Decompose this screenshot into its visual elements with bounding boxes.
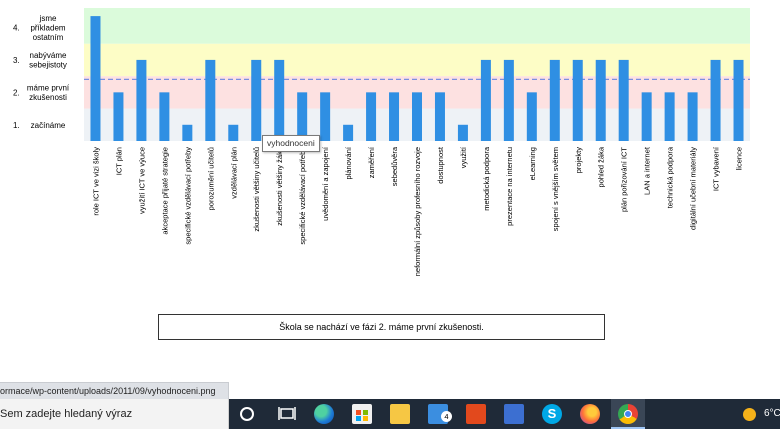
x-tick-label: spojení s vnějším světem [551,147,560,231]
x-tick-label: uvědomění a zapojení [321,146,330,221]
bar [526,92,537,141]
y-level-number: 2. [13,88,20,97]
y-level-number: 1. [13,121,20,130]
x-tick-label: technická podpora [666,146,675,208]
x-category-labels: role ICT ve vizi školy ICT plán využití IC… [91,146,743,276]
x-tick-label: digitální učební materiály [689,147,698,230]
x-tick-label: ICT vybavení [712,146,721,191]
bar [90,16,101,141]
x-tick-label: vzdělávací plán [229,147,238,199]
bar [205,59,216,142]
store-icon[interactable] [352,404,372,424]
phase-summary-box: Škola se nachází ve fázi 2. máme první z… [158,314,605,340]
y-level-number: 3. [13,56,20,65]
y-level-label: začínáme [31,121,66,130]
search-placeholder: Sem zadejte hledaný výraz [0,408,133,420]
x-tick-label: dostupnost [436,146,445,184]
bar [251,59,262,142]
y-level-label: zkušenosti [29,93,67,102]
y-level-label: máme první [27,84,70,93]
x-tick-label: zaměření [367,146,376,178]
weather-sun-icon[interactable] [743,408,756,421]
x-tick-label: využití [459,146,468,168]
bars [90,16,744,142]
firefox-icon[interactable] [580,404,600,424]
chrome-icon[interactable] [618,404,638,424]
level-band-3 [84,43,750,77]
x-tick-label: specifické vzdělávací potřeby [298,147,307,245]
x-tick-label: role ICT ve vizi školy [91,147,100,216]
bar [434,92,445,141]
active-app-indicator [611,427,645,429]
y-level-label: sebejistoty [29,61,67,70]
bar [710,59,721,142]
bar [457,124,468,141]
taskbar-search-input[interactable]: Sem zadejte hledaný výraz [0,399,229,429]
bar [297,92,308,141]
x-tick-label: metodická podpora [482,146,491,211]
y-level-label: ostatním [33,33,64,42]
y-level-label: příkladem [30,23,65,32]
bar [389,92,400,141]
bar [595,59,606,142]
edge-browser-icon[interactable] [314,404,334,424]
bar [664,92,675,141]
x-tick-label: pohled žáka [597,146,606,187]
bar [159,92,170,141]
bar [113,92,124,141]
x-tick-label: prezentace na internetu [505,147,514,226]
x-tick-label: využití ICT ve výuce [137,147,146,214]
level-band-4 [84,8,750,44]
bar [136,59,147,142]
x-tick-label: zkušenosti většiny učitelů [252,147,261,232]
x-tick-label: sebedůvěra [390,146,399,186]
x-tick-label: neformální způsoby profesního rozvoje [413,147,422,276]
bar [687,92,698,141]
y-level-label: nabýváme [30,51,67,60]
x-tick-label: porozumění učitelů [206,147,215,210]
bar [549,59,560,142]
office-icon[interactable] [466,404,486,424]
bar [733,59,744,142]
x-tick-label: zkušenosti většiny žáků [275,147,284,226]
mail-badge: 4 [441,411,452,422]
bar [320,92,331,141]
bar [480,59,491,142]
x-tick-label: licence [735,147,744,170]
x-tick-label: ICT plán [114,147,123,175]
bar [182,124,193,141]
bar [274,59,285,142]
weather-temperature[interactable]: 6°C [764,408,780,419]
y-level-label: jsme [39,14,57,23]
skype-icon[interactable]: S [542,404,562,424]
bar [343,124,354,141]
x-tick-label: plánování [344,146,353,179]
x-tick-label: akceptace přijaté strategie [160,147,169,235]
bar [366,92,377,141]
x-tick-label: plán pořizování ICT [620,147,629,212]
bar [412,92,422,141]
x-tick-label: projekty [574,147,583,174]
bar [641,92,652,141]
file-explorer-icon[interactable] [390,404,410,424]
image-tooltip: vyhodnoceni [262,135,320,152]
x-tick-label: specifické vzdělávací potřeby [183,147,192,245]
x-tick-label: LAN a internet [643,146,652,195]
bar [503,59,514,142]
browser-status-url: ormace/wp-content/uploads/2011/09/vyhodn… [0,382,229,400]
task-view-icon[interactable] [277,404,297,424]
windows-taskbar: Sem zadejte hledaný výraz 4 S 6°C [0,399,780,429]
floppy-app-icon[interactable] [504,404,524,424]
bar [572,59,583,142]
bar [228,124,239,141]
cortana-icon[interactable] [240,407,254,421]
y-level-number: 4. [13,23,20,32]
bar [618,59,629,142]
x-tick-label: eLearning [528,147,537,180]
